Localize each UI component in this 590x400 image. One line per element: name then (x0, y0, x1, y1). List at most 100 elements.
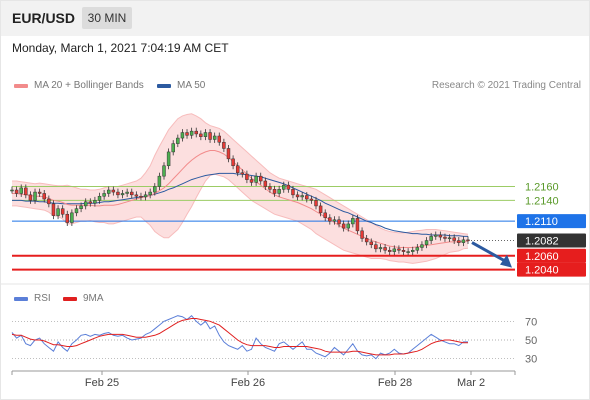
candle-body (203, 132, 208, 137)
candle-body (424, 240, 429, 245)
candle-body (171, 143, 175, 153)
ma50-line (12, 172, 468, 237)
legend-ma20-label: MA 20 + Bollinger Bands (34, 80, 144, 91)
candle-body (346, 223, 350, 229)
level-box-1.2060 (517, 248, 586, 263)
rsi-tick-30: 30 (525, 354, 537, 366)
level-label-1.2110: 1.2110 (525, 216, 558, 228)
timeframe-button[interactable]: 30 MIN (82, 7, 132, 29)
candle-body (337, 219, 341, 225)
rsi-line (11, 314, 468, 360)
level-label-1.2040: 1.2040 (525, 265, 559, 277)
level-label-1.2140: 1.2140 (525, 195, 559, 207)
candle-body (341, 223, 346, 229)
candle-body (70, 212, 74, 223)
candle-body (199, 133, 203, 137)
candle-body (438, 234, 443, 238)
symbol-title: EUR/USD (12, 10, 76, 26)
candle-body (305, 195, 309, 200)
candle-body (166, 151, 171, 167)
candle-body (387, 249, 392, 252)
candle-body (125, 191, 129, 194)
candle-body (245, 173, 249, 180)
candle-body (111, 189, 116, 193)
rsi-tick-50: 50 (525, 335, 537, 347)
candle-body (259, 175, 263, 182)
legend-rsi: RSI (14, 293, 51, 304)
candle-body (97, 195, 102, 201)
candle-body (51, 203, 56, 216)
x-tick-label-0: Feb 25 (85, 377, 119, 389)
candle-body (249, 179, 254, 183)
candle-body (208, 132, 212, 140)
candle-body (226, 148, 231, 160)
candle-body (443, 236, 447, 239)
legend-rsi-ma-swatch (63, 296, 77, 301)
candle-body (378, 247, 383, 250)
candle-body (309, 198, 314, 201)
candle-body (397, 248, 401, 251)
credit-text: Research © 2021 Trading Central (431, 80, 581, 91)
candle-body (282, 184, 286, 190)
candle-body (180, 132, 185, 139)
candle-body (56, 208, 60, 216)
candle-body (83, 201, 88, 207)
candle-body (189, 130, 194, 136)
candle-body (420, 244, 424, 248)
candle-body (157, 175, 162, 187)
candle-body (401, 249, 406, 252)
candle-body (415, 247, 420, 251)
candle-body (42, 193, 46, 200)
legend-rsi-swatch (14, 296, 28, 301)
candle-body (116, 191, 120, 196)
candle-body (120, 193, 125, 196)
candle-body (148, 191, 152, 196)
level-label-1.2060: 1.2060 (525, 251, 559, 263)
candle-body (254, 175, 258, 183)
projection-arrow-shaft (471, 241, 507, 263)
candle-body (240, 172, 245, 175)
candle-body (364, 238, 369, 243)
legend-rsi-label: RSI (34, 293, 51, 304)
candle-body (277, 189, 281, 194)
candle-body (107, 189, 111, 194)
candle-body (24, 187, 28, 196)
legend-rsi-ma: 9MA (63, 293, 104, 304)
candle-body (102, 193, 106, 197)
candle-body (88, 201, 93, 204)
candle-body (434, 234, 438, 237)
candle-body (134, 194, 139, 197)
candle-body (235, 165, 240, 173)
level-label-1.2160: 1.2160 (525, 182, 559, 194)
candle-body (429, 236, 433, 241)
candle-body (79, 205, 83, 209)
projection-arrow-head (500, 254, 512, 268)
level-box-1.2040 (517, 262, 586, 277)
candle-body (37, 191, 42, 194)
candle-body (351, 218, 355, 225)
candle-body (411, 249, 415, 252)
candle-body (355, 218, 360, 232)
candle-body (318, 205, 323, 214)
candle-body (300, 195, 304, 198)
candle-body (130, 191, 134, 196)
candle-body (28, 194, 33, 201)
candle-body (33, 191, 37, 201)
legend-ma50: MA 50 (157, 80, 205, 91)
candle-body (231, 158, 235, 167)
candle-body (369, 241, 373, 245)
candle-body (466, 239, 470, 242)
candle-body (47, 198, 51, 205)
candle-body (447, 237, 452, 240)
candle-body (328, 217, 332, 222)
candle-body (185, 132, 189, 136)
level-box-1.2110 (517, 214, 586, 229)
candle-body (295, 194, 300, 198)
candle-body (374, 244, 378, 250)
candle-body (194, 130, 198, 135)
candle-body (263, 180, 268, 187)
legend-ma50-label: MA 50 (177, 80, 206, 91)
candle-body (176, 137, 180, 144)
candle-body (222, 141, 226, 149)
legend-ma50-swatch (157, 83, 171, 88)
